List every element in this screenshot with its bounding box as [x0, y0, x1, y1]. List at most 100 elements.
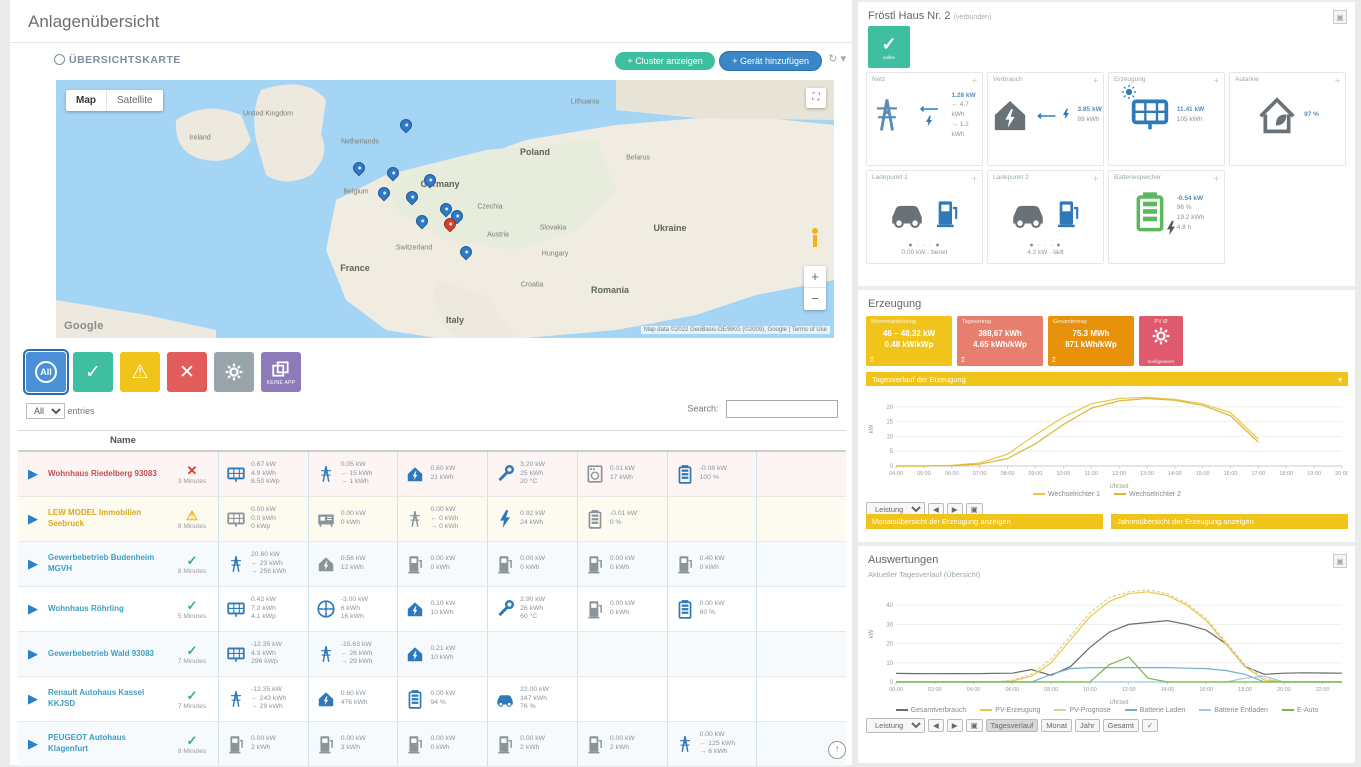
table-row[interactable]: ▶ Gewerbebetrieb Budenheim MGVH ✓ 8 Minutes…: [18, 542, 846, 587]
table-row[interactable]: ▶ Renault Autohaus Kassel KKJSD ✓ 7 Minutes…: [18, 677, 846, 722]
row-play-button[interactable]: ▶: [28, 646, 38, 661]
map-type-map-button[interactable]: Map: [76, 95, 96, 106]
svg-text:0: 0: [890, 464, 894, 470]
widget-expand-icon[interactable]: ＋: [971, 78, 978, 85]
cluster-button[interactable]: + Cluster anzeigen: [615, 52, 715, 70]
chart2-nav-button[interactable]: ◀: [928, 719, 944, 732]
google-logo: Google: [64, 320, 104, 332]
pegman-icon[interactable]: [808, 228, 822, 250]
plant-card-expand-icon[interactable]: ▣: [1333, 10, 1347, 24]
widget-verbrauch[interactable]: Verbrauch ＋ ⟵ 3.85 kW 89 kWh: [987, 72, 1104, 166]
filter-button-keine-app[interactable]: KEINE APP: [261, 352, 301, 392]
plant-name-link[interactable]: PEUGEOT Autohaus Klagenfurt: [48, 733, 126, 753]
row-play-button[interactable]: ▶: [28, 691, 38, 706]
chart2-confirm-button[interactable]: ✓: [1141, 719, 1159, 732]
auswertungen-expand-icon[interactable]: ▣: [1333, 554, 1347, 568]
map-zoom-out-button[interactable]: −: [811, 291, 819, 306]
filter-button-status-warning[interactable]: ⚠: [120, 352, 160, 392]
erzeugung-link-bar[interactable]: Monatsübersicht der Erzeugung anzeigen: [866, 514, 1103, 529]
bolt-icon: [1062, 108, 1069, 120]
legend-entry[interactable]: Batterie Laden: [1124, 707, 1185, 714]
widget-erzeugung[interactable]: Erzeugung ＋ 11.41 kW 105 kWh: [1108, 72, 1225, 166]
chart2-range-button[interactable]: Tagesverlauf: [985, 719, 1039, 732]
erzeugung-bottom-bars: Monatsübersicht der Erzeugung anzeigen Ja…: [866, 514, 1348, 529]
wrench-icon: [498, 465, 515, 482]
table-row[interactable]: ▶ Wohnhaus Röhrling ✓ 5 Minutes 0.42 kW 7.2 k…: [18, 587, 846, 632]
overview-map[interactable]: Ireland United Kingdom Netherlands Belgium G…: [56, 80, 834, 338]
legend-entry[interactable]: Wechselrichter 2: [1114, 491, 1181, 498]
widget-expand-icon[interactable]: ＋: [1092, 176, 1099, 183]
chart2-nav-button[interactable]: ▶: [946, 719, 963, 732]
row-play-button[interactable]: ▶: [28, 511, 38, 526]
erzeugung-link-bar[interactable]: Jahresübersicht der Erzeugung anzeigen: [1111, 514, 1348, 529]
table-row[interactable]: ▶ LEW MODEL Immobilien Seebruck ⚠ 8 Minutes…: [18, 497, 846, 542]
plant-name-link[interactable]: Wohnhaus Röhrling: [48, 603, 124, 613]
page-title: Anlagenübersicht: [10, 0, 852, 43]
erzeugung-card: Erzeugung Momentanleistung 46 – 48.32 kW 0…: [858, 290, 1355, 542]
widget-ladepunkt-1[interactable]: Ladepunkt 1 ＋ ● · · · ● 0.00 kW · bereit: [866, 170, 983, 264]
legend-entry[interactable]: PV-Erzeugung: [980, 707, 1040, 714]
widget-expand-icon[interactable]: ＋: [1092, 78, 1099, 85]
plant-name-link[interactable]: LEW MODEL Immobilien Seebruck: [48, 508, 142, 528]
widget-ladepunkt-2[interactable]: Ladepunkt 2 ＋ ● · · · ● 4.2 kW · lädt: [987, 170, 1104, 264]
chart2-range-button[interactable]: Monat: [1041, 719, 1073, 732]
scroll-top-button[interactable]: ↑: [828, 741, 846, 759]
filter-button-status-error[interactable]: ✕: [167, 352, 207, 392]
chart2-metric-select[interactable]: Leistung: [866, 718, 925, 733]
erzeugung-tile[interactable]: Tagesertrag 388,67 kWh 4.65 kWh/kWp Σ: [957, 316, 1043, 366]
widget-autarkie[interactable]: Autarkie ＋ 97 %: [1229, 72, 1346, 166]
svg-text:02:00: 02:00: [928, 687, 942, 693]
entries-select[interactable]: All: [26, 403, 65, 419]
erzeugung-tile[interactable]: PV Ø konfigurieren: [1139, 316, 1183, 366]
plant-card-title: Fröstl Haus Nr. 2 (verbunden): [868, 10, 992, 22]
battery-icon: [678, 600, 691, 619]
table-row[interactable]: ▶ Wohnhaus Riedelberg 93083 ✕ 3 Minutes 0.67…: [18, 452, 846, 497]
tile-footer: Σ: [1052, 357, 1057, 364]
chart2-range-button[interactable]: Gesamt: [1102, 719, 1139, 732]
station-icon: [588, 736, 602, 754]
filter-button-all[interactable]: All: [23, 349, 69, 395]
erzeugung-tile[interactable]: Gesamtertrag 75.3 MWh 871 kWh/kWp Σ: [1048, 316, 1134, 366]
chart2-range-button[interactable]: Jahr: [1075, 719, 1100, 732]
refresh-icon[interactable]: ↻ ▾: [828, 53, 846, 65]
widget-expand-icon[interactable]: ＋: [1334, 78, 1341, 85]
legend-entry[interactable]: E-Auto: [1281, 707, 1318, 714]
auswertungen-chart[interactable]: 0 10 20 30 40 00:00 02:00 04:00 06:00 08:00 10:00 1…: [866, 580, 1348, 706]
table-row[interactable]: ▶ Gewerbebetrieb Wald 93083 ✓ 7 Minutes -12.…: [18, 632, 846, 677]
map-zoom-in-button[interactable]: +: [804, 266, 826, 288]
filter-button-config[interactable]: [214, 352, 254, 392]
add-device-button[interactable]: + Gerät hinzufügen: [719, 51, 822, 71]
row-play-button[interactable]: ▶: [28, 601, 38, 616]
erzeugung-chart[interactable]: 0 5 10 15 20 04:00 05:00 06:00 07:00 08:00 09:00 10…: [866, 386, 1348, 490]
widget-expand-icon[interactable]: ＋: [1213, 78, 1220, 85]
widget-batteriespeicher[interactable]: Batteriespeicher ＋ -0.54 kW 96 % 19.2 kWh 4.8…: [1108, 170, 1225, 264]
map-type-satellite-button[interactable]: Satellite: [106, 90, 163, 111]
row-play-button[interactable]: ▶: [28, 736, 38, 751]
row-play-button[interactable]: ▶: [28, 466, 38, 481]
map-fullscreen-button[interactable]: ⛶: [806, 88, 826, 108]
legend-entry[interactable]: Wechselrichter 1: [1032, 491, 1100, 498]
table-row[interactable]: ▶ PEUGEOT Autohaus Klagenfurt ✓ 8 Minutes 0.…: [18, 722, 846, 767]
legend-entry[interactable]: PV-Prognose: [1054, 707, 1111, 714]
chart1-nav-button[interactable]: ▣: [965, 503, 983, 516]
plant-name-link[interactable]: Renault Autohaus Kassel KKJSD: [48, 688, 145, 708]
erzeugung-section-bar[interactable]: Tagesverlauf der Erzeugung ▾: [866, 372, 1348, 387]
widget-expand-icon[interactable]: ＋: [1213, 176, 1220, 183]
plant-status-tile[interactable]: ✓ online: [868, 26, 910, 68]
widget-netz[interactable]: Netz ＋ ⟵ 1.28 kW ← 4.7 kWh → 1.2 kWh: [866, 72, 983, 166]
filter-button-status-ok[interactable]: ✓: [73, 352, 113, 392]
row-play-button[interactable]: ▶: [28, 556, 38, 571]
map-label: Ukraine: [653, 223, 687, 233]
legend-entry[interactable]: Gesamtverbrauch: [895, 707, 966, 714]
plant-name-link[interactable]: Gewerbebetrieb Budenheim MGVH: [48, 553, 155, 573]
status-ok-icon: ✓: [85, 361, 101, 383]
widget-expand-icon[interactable]: ＋: [971, 176, 978, 183]
plant-name-link[interactable]: Gewerbebetrieb Wald 93083: [48, 648, 154, 658]
chart2-nav-button[interactable]: ▣: [965, 719, 983, 732]
plant-name-link[interactable]: Wohnhaus Riedelberg 93083: [48, 468, 157, 478]
legend-entry[interactable]: Batterie Entladen: [1199, 707, 1268, 714]
metric-cell: 22.00 kW 147 kWh 76 %: [487, 677, 577, 721]
erzeugung-tiles: Momentanleistung 46 – 48.32 kW 0.48 kW/kWp…: [866, 316, 1183, 366]
erzeugung-tile[interactable]: Momentanleistung 46 – 48.32 kW 0.48 kW/kWp…: [866, 316, 952, 366]
search-input[interactable]: [726, 400, 838, 418]
